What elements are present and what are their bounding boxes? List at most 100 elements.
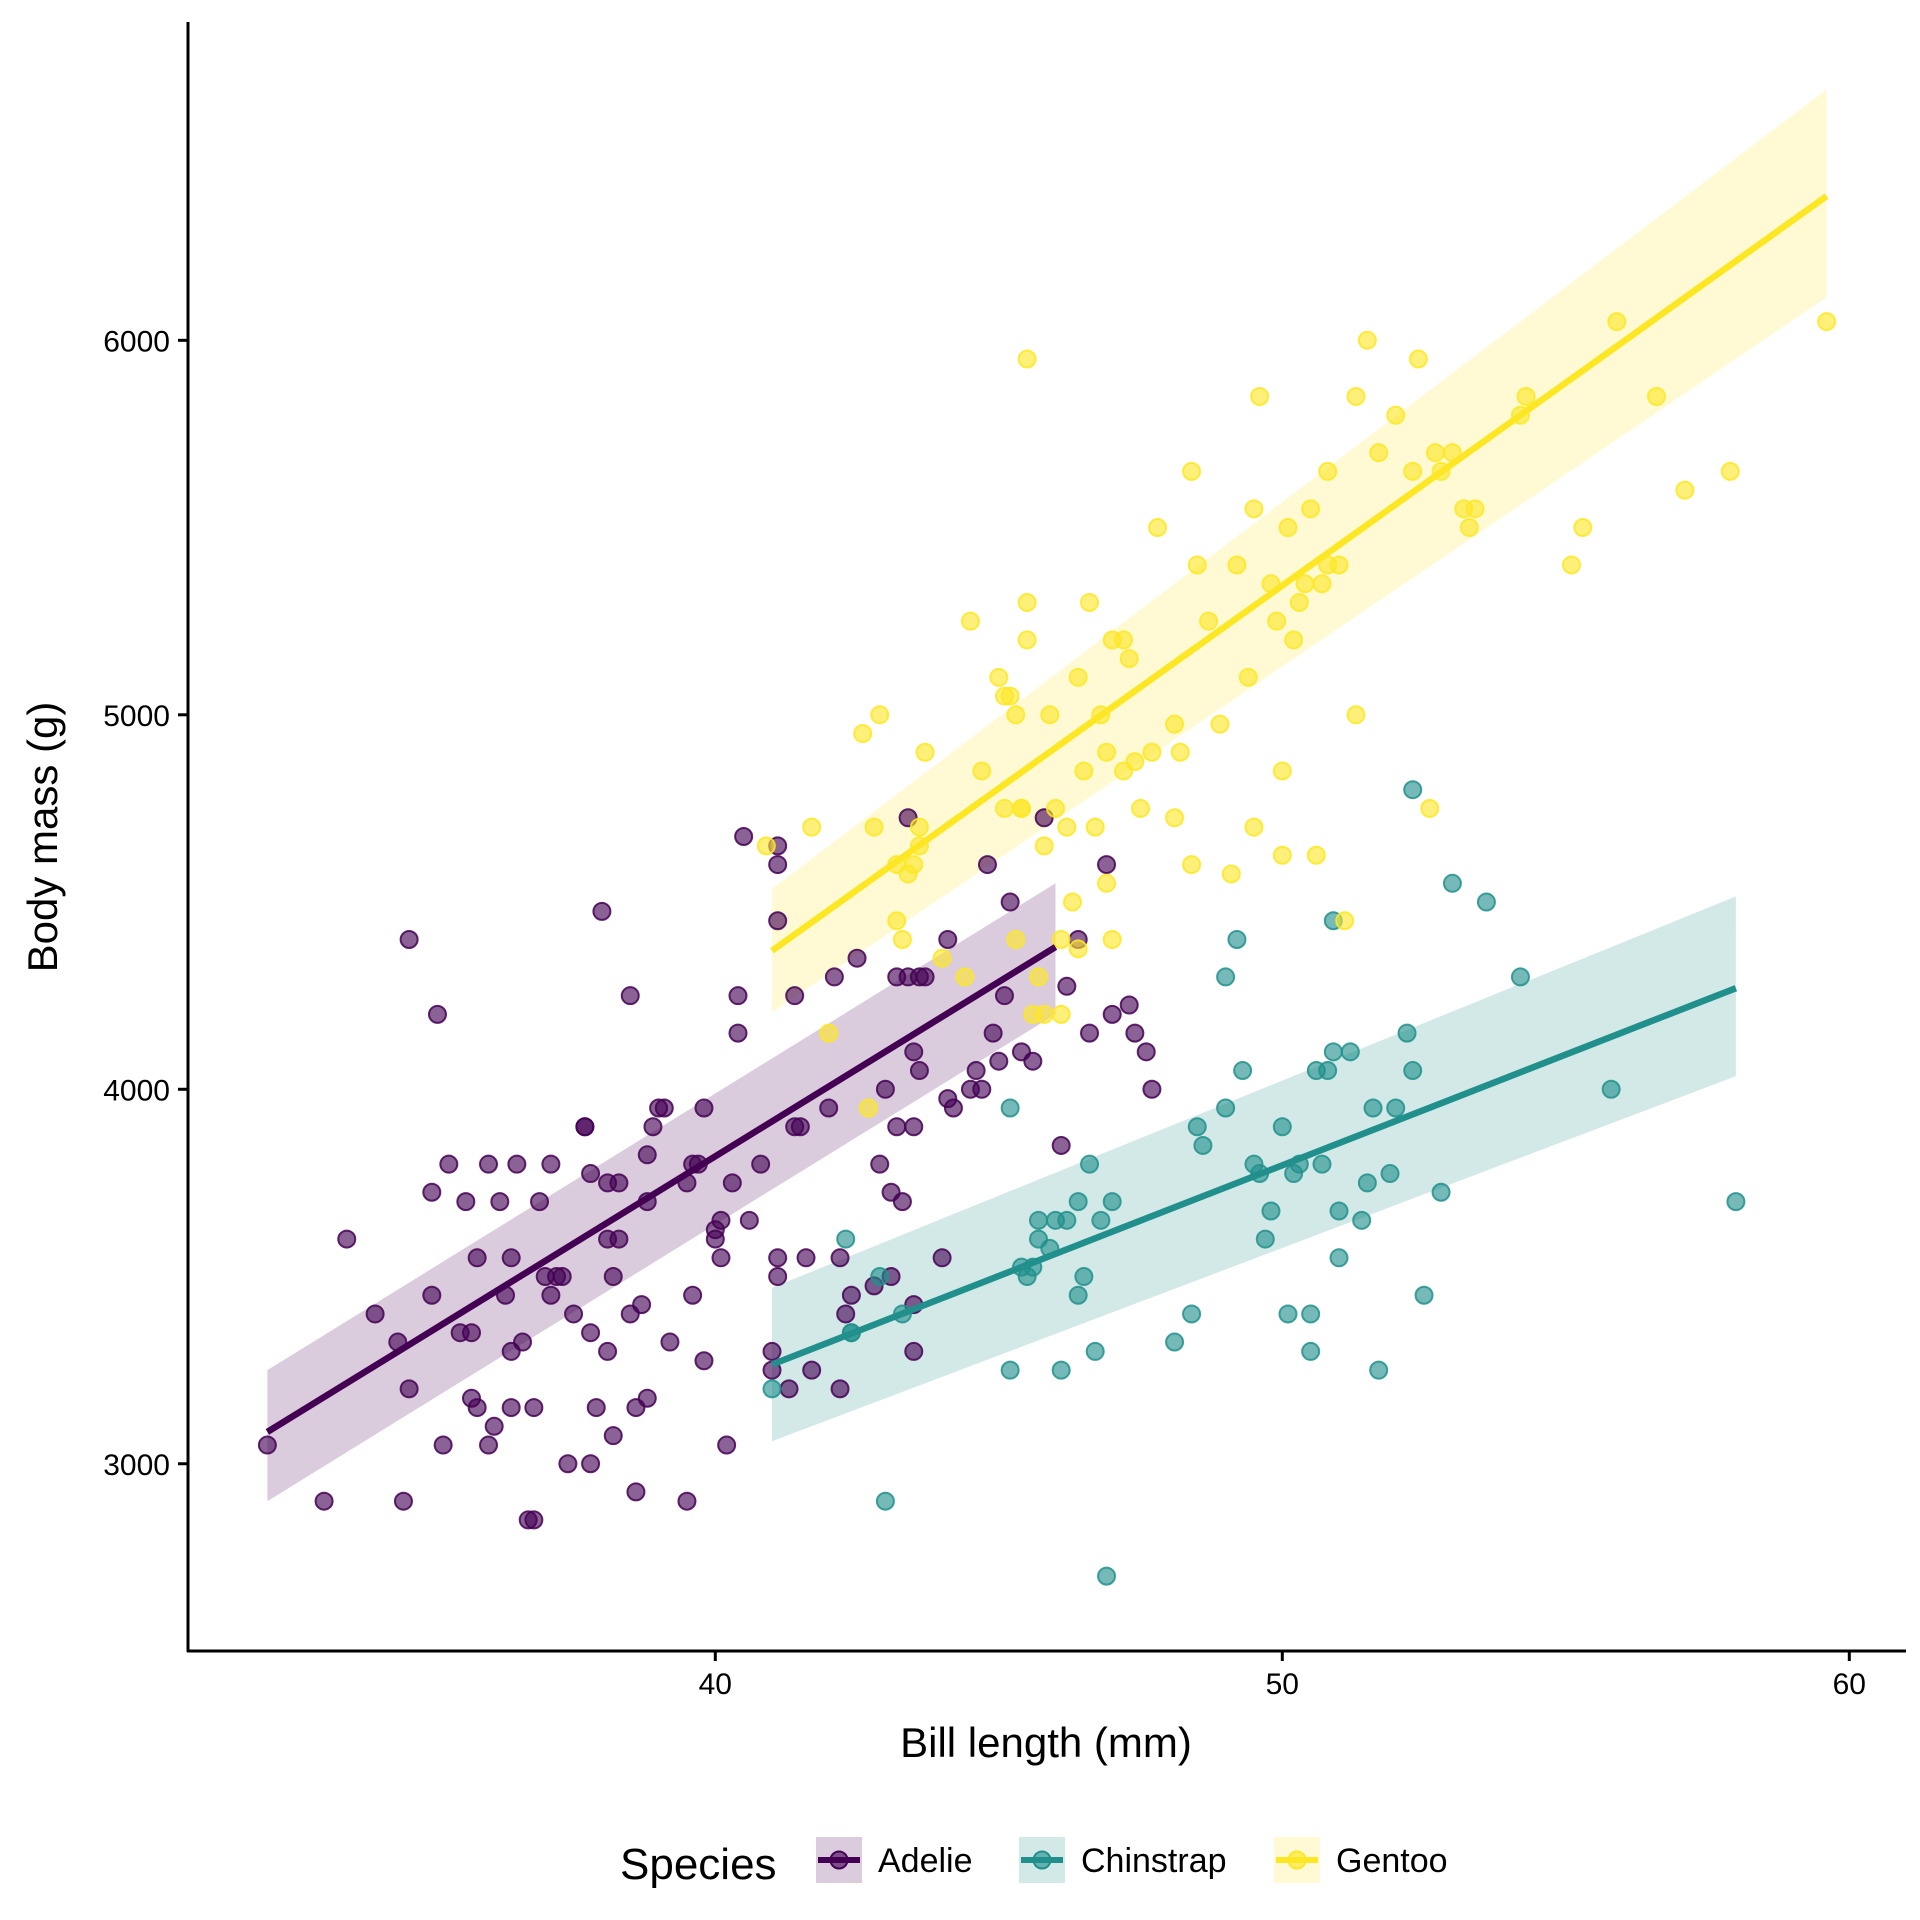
chinstrap-point [1363,1098,1383,1118]
adelie-point [530,1192,550,1212]
adelie-point [581,1323,601,1343]
adelie-point [1023,1051,1043,1071]
gentoo-point [870,705,890,725]
gentoo-point [960,611,980,631]
chinstrap-point [875,1491,895,1511]
gentoo-point [864,817,884,837]
chinstrap-point [1301,1341,1321,1361]
adelie-point [847,948,867,968]
chinstrap-point [1510,967,1530,987]
gentoo-point [853,724,873,744]
chinstrap-point [762,1379,782,1399]
chinstrap-point [1369,1360,1389,1380]
adelie-point [552,1267,572,1287]
chinstrap-point [1085,1341,1105,1361]
gentoo-point [1080,592,1100,612]
gentoo-point [1102,929,1122,949]
adelie-point [501,1398,521,1418]
gentoo-point [1097,742,1117,762]
adelie-point [711,1210,731,1230]
x-tick-label: 60 [1833,1668,1866,1701]
adelie-point [887,1117,907,1137]
adelie-point [564,1304,584,1324]
adelie-point [1057,976,1077,996]
adelie-point [989,1051,1009,1071]
gentoo-point [1244,817,1264,837]
gentoo-point [1465,499,1485,519]
gentoo-point [1142,742,1162,762]
adelie-point [422,1182,442,1202]
adelie-point [739,1210,759,1230]
gentoo-point [1057,817,1077,837]
gentoo-point [1040,705,1060,725]
adelie-point [1000,892,1020,912]
gentoo-point [819,1023,839,1043]
adelie-point [637,1388,657,1408]
adelie-point [598,1341,618,1361]
adelie-point [513,1332,533,1352]
chinstrap-point [1318,1061,1338,1081]
adelie-point [467,1398,487,1418]
chinstrap-point [1187,1117,1207,1137]
adelie-point [802,1360,822,1380]
gentoo-point [1238,667,1258,687]
adelie-point [790,1117,810,1137]
adelie-point [399,929,419,949]
gentoo-point [1125,752,1145,772]
chinstrap-point [1340,1042,1360,1062]
adelie-point [660,1332,680,1352]
gentoo-point [1607,312,1627,332]
chinstrap-point [1080,1154,1100,1174]
adelie-point [904,1117,924,1137]
gentoo-point [1318,461,1338,481]
adelie-point [819,1098,839,1118]
gentoo-point [1199,611,1219,631]
chinstrap-point [1216,1098,1236,1118]
gentoo-point [1051,1004,1071,1024]
chinstrap-point [1431,1182,1451,1202]
gentoo-point [1011,798,1031,818]
gentoo-point [1165,808,1185,828]
gentoo-point [1051,929,1071,949]
chinstrap-point [1102,1192,1122,1212]
chinstrap-point [1357,1173,1377,1193]
adelie-point [524,1510,544,1530]
adelie-point [938,929,958,949]
chinstrap-point [1165,1332,1185,1352]
gentoo-point [1006,705,1026,725]
chinstrap-point [1323,1042,1343,1062]
chinstrap-point [1000,1360,1020,1380]
legend-key-point [1287,1850,1307,1870]
x-axis-title: Bill length (mm) [900,1719,1192,1766]
gentoo-point [1182,461,1202,481]
adelie-point [479,1154,499,1174]
gentoo-point [915,742,935,762]
legend-label: Chinstrap [1081,1842,1227,1880]
y-tick-label: 6000 [103,325,170,358]
adelie-point [609,1173,629,1193]
adelie-point [768,1267,788,1287]
adelie-point [677,1491,697,1511]
adelie-point [728,1023,748,1043]
adelie-point [467,1248,487,1268]
adelie-point [943,1098,963,1118]
chinstrap-point [1403,1061,1423,1081]
adelie-point [904,1341,924,1361]
gentoo-point [1097,873,1117,893]
adelie-point [1142,1079,1162,1099]
gentoo-point [1408,349,1428,369]
adelie-point [479,1435,499,1455]
gentoo-point [1817,312,1837,332]
legend-key-point [1032,1850,1052,1870]
adelie-point [977,855,997,875]
adelie-point [427,1004,447,1024]
chinstrap-fit-line [770,985,1738,1368]
adelie-point [983,1023,1003,1043]
chinstrap-point [1216,967,1236,987]
adelie-point [932,1248,952,1268]
gentoo-point [1131,798,1151,818]
chinstrap-point [1329,1248,1349,1268]
legend-label: Gentoo [1336,1842,1448,1880]
gentoo-point [802,817,822,837]
adelie-point [751,1154,771,1174]
